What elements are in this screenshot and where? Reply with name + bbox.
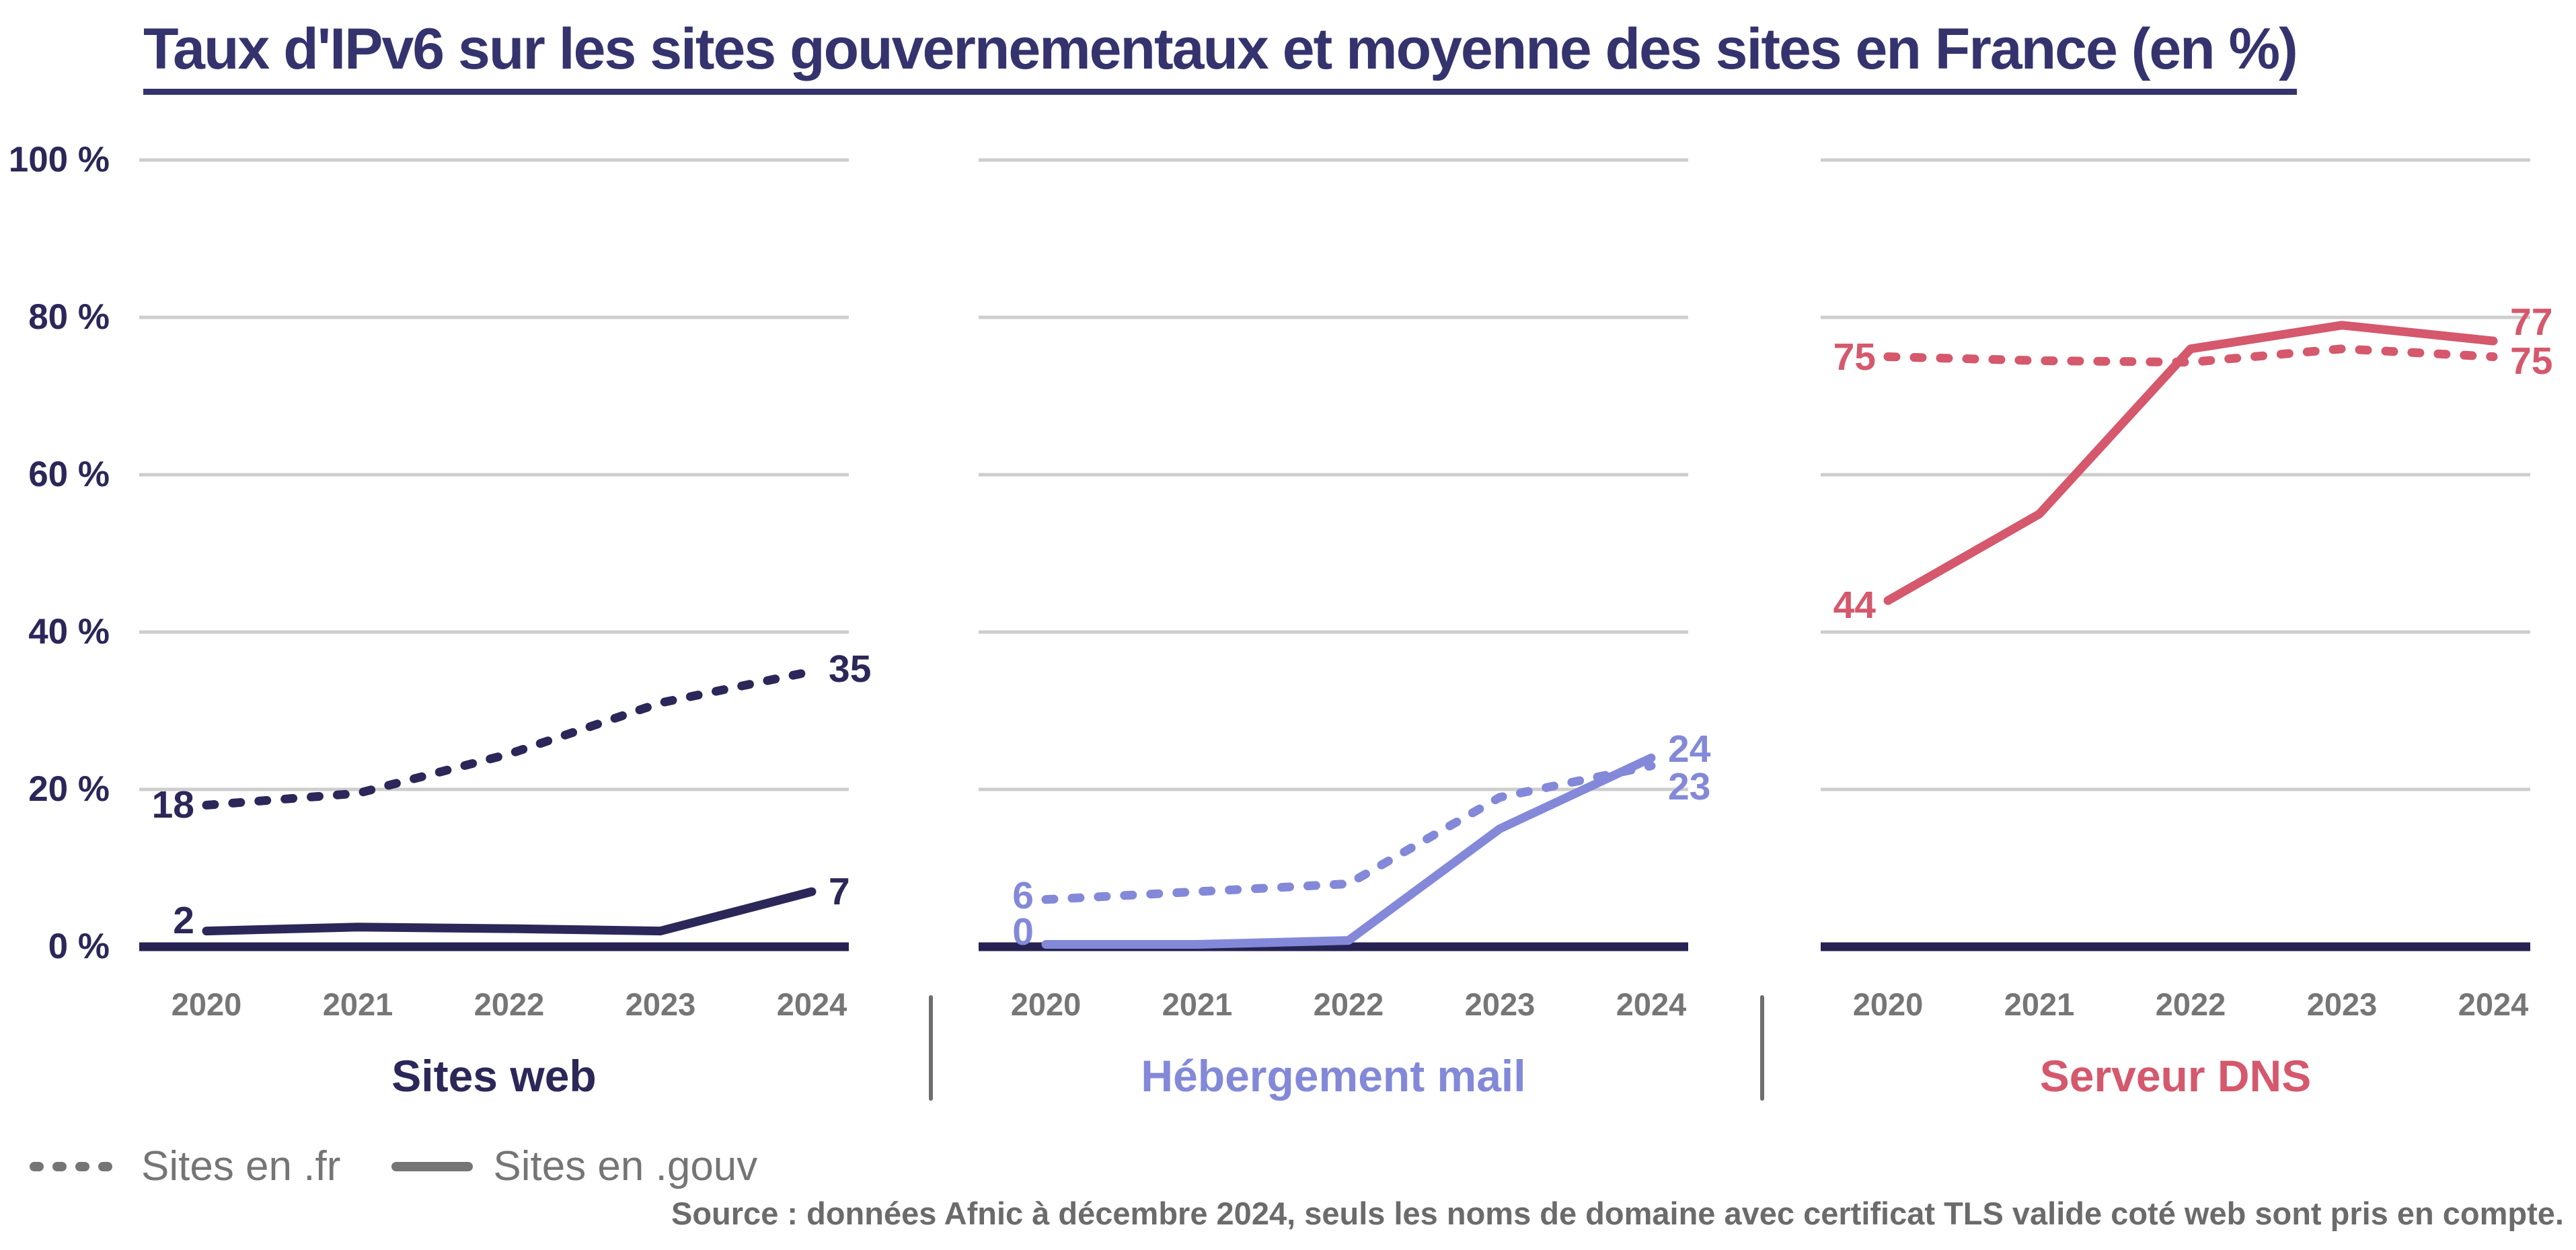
data-point-label: 7 xyxy=(829,870,850,914)
x-tick-label: 2020 xyxy=(1010,986,1082,1022)
x-tick-label: 2024 xyxy=(1616,986,1687,1022)
x-tick-label: 2022 xyxy=(473,986,545,1022)
data-point-label: 2 xyxy=(173,898,194,942)
y-axis-tick-label: 100 % xyxy=(8,140,110,180)
y-axis-tick-label: 0 % xyxy=(48,927,110,966)
chart-title: Taux d'IPv6 sur les sites gouvernementau… xyxy=(143,20,2298,95)
series-line-fr-dotted xyxy=(1041,761,1656,904)
series-line-fr-dotted xyxy=(1883,344,2498,367)
data-point-label: 6 xyxy=(1012,873,1034,917)
x-tick-label: 2024 xyxy=(776,986,847,1022)
series-line-gouv-solid xyxy=(1883,321,2498,605)
y-axis-tick-label: 20 % xyxy=(28,769,110,809)
legend-label-sites-gouv: Sites en .gouv xyxy=(493,1143,758,1189)
x-tick-label: 2020 xyxy=(1852,986,1924,1022)
data-point-label: 0 xyxy=(1012,910,1034,954)
x-tick-label: 2021 xyxy=(2004,986,2075,1022)
series-line-gouv-solid xyxy=(1041,753,1656,949)
data-point-label: 24 xyxy=(1668,728,1711,771)
data-point-label: 18 xyxy=(151,783,194,827)
panel-title: Hébergement mail xyxy=(1141,1051,1526,1101)
series-line-gouv-solid xyxy=(202,887,817,936)
data-point-label: 77 xyxy=(2510,301,2553,344)
legend: Sites en .fr Sites en .gouv xyxy=(30,1142,757,1192)
panel-divider xyxy=(1760,995,1764,1101)
panel-chart-1 xyxy=(139,158,849,951)
data-point-label: 23 xyxy=(1668,765,1711,808)
data-point-label: 35 xyxy=(829,647,872,691)
panel-divider xyxy=(929,995,933,1101)
x-tick-label: 2023 xyxy=(1464,986,1536,1022)
panel-chart-3 xyxy=(1821,158,2530,951)
x-tick-label: 2023 xyxy=(625,986,696,1022)
panel-title: Sites web xyxy=(391,1051,597,1101)
y-axis-tick-label: 80 % xyxy=(28,297,110,337)
x-tick-label: 2021 xyxy=(1162,986,1233,1022)
x-tick-label: 2020 xyxy=(171,986,242,1022)
data-point-label: 75 xyxy=(2510,339,2553,383)
x-tick-label: 2021 xyxy=(322,986,393,1022)
x-tick-label: 2022 xyxy=(2155,986,2226,1022)
source-note: Source : données Afnic à décembre 2024, … xyxy=(671,1196,2564,1231)
panel-chart-2 xyxy=(979,158,1688,951)
y-axis-tick-label: 60 % xyxy=(28,455,110,494)
x-tick-label: 2024 xyxy=(2458,986,2529,1022)
x-tick-label: 2023 xyxy=(2306,986,2378,1022)
panel-title: Serveur DNS xyxy=(2039,1051,2312,1101)
legend-label-sites-fr: Sites en .fr xyxy=(141,1143,341,1189)
data-point-label: 75 xyxy=(1833,335,1876,379)
y-axis-tick-label: 40 % xyxy=(28,612,110,652)
x-tick-label: 2022 xyxy=(1313,986,1384,1022)
dotted-line-legend-icon xyxy=(30,1162,121,1171)
solid-line-legend-icon xyxy=(391,1162,473,1171)
data-point-label: 44 xyxy=(1833,584,1876,627)
series-line-fr-dotted xyxy=(202,667,817,810)
